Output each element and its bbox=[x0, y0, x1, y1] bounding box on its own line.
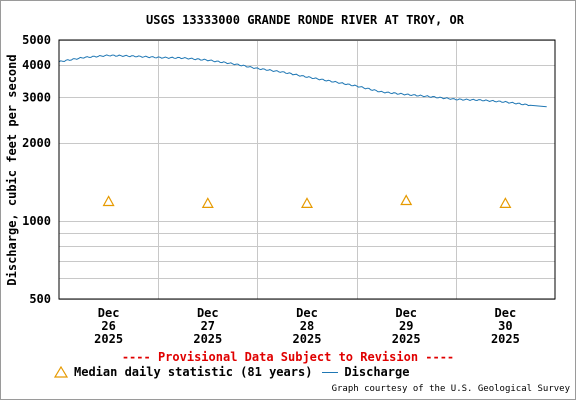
x-tick-labels: Dec262025Dec272025Dec282025Dec292025Dec3… bbox=[94, 306, 520, 346]
x-tick-label: 2025 bbox=[193, 332, 222, 346]
y-tick-label: 5000 bbox=[22, 33, 51, 47]
legend-discharge-label: Discharge bbox=[344, 365, 410, 379]
x-tick-label: Dec bbox=[197, 306, 219, 320]
median-marker bbox=[400, 194, 413, 206]
series-layer bbox=[58, 54, 547, 208]
y-tick-label: 500 bbox=[29, 292, 51, 306]
y-tick-label: 3000 bbox=[22, 90, 51, 104]
discharge-line-icon bbox=[322, 371, 339, 373]
provisional-notice: ---- Provisional Data Subject to Revisio… bbox=[121, 350, 455, 364]
credit-text: Graph courtesy of the U.S. Geological Su… bbox=[331, 384, 570, 394]
x-tick-label: 2025 bbox=[491, 332, 520, 346]
chart-title: USGS 13333000 GRANDE RONDE RIVER AT TROY… bbox=[146, 13, 465, 27]
x-tick-label: 27 bbox=[201, 319, 215, 333]
median-triangle-icon bbox=[54, 366, 68, 378]
median-marker bbox=[499, 197, 512, 208]
x-tick-label: 2025 bbox=[392, 332, 421, 346]
median-marker bbox=[201, 197, 214, 208]
discharge-line bbox=[58, 54, 547, 108]
x-tick-label: 28 bbox=[300, 319, 314, 333]
x-tick-label: Dec bbox=[296, 306, 318, 320]
median-marker bbox=[300, 197, 314, 208]
legend-median-label: Median daily statistic (81 years) bbox=[74, 365, 313, 379]
y-axis-label: Discharge, cubic feet per second bbox=[5, 54, 19, 285]
y-tick-label: 2000 bbox=[22, 136, 51, 150]
y-tick-labels: 500 1000 2000 3000 4000 5000 bbox=[22, 33, 51, 306]
x-tick-label: Dec bbox=[98, 306, 120, 320]
x-tick-label: 2025 bbox=[94, 332, 123, 346]
plot-area-frame bbox=[58, 39, 556, 300]
median-marker bbox=[102, 195, 115, 207]
y-tick-label: 4000 bbox=[22, 58, 51, 72]
x-tick-label: Dec bbox=[495, 306, 517, 320]
legend: Median daily statistic (81 years) Discha… bbox=[54, 365, 409, 379]
x-tick-label: 26 bbox=[101, 319, 115, 333]
x-tick-label: 30 bbox=[498, 319, 512, 333]
x-tick-label: 29 bbox=[399, 319, 413, 333]
x-tick-label: 2025 bbox=[293, 332, 322, 346]
y-tick-label: 1000 bbox=[22, 214, 51, 228]
grid-lines bbox=[59, 40, 555, 300]
x-tick-label: Dec bbox=[395, 306, 417, 320]
